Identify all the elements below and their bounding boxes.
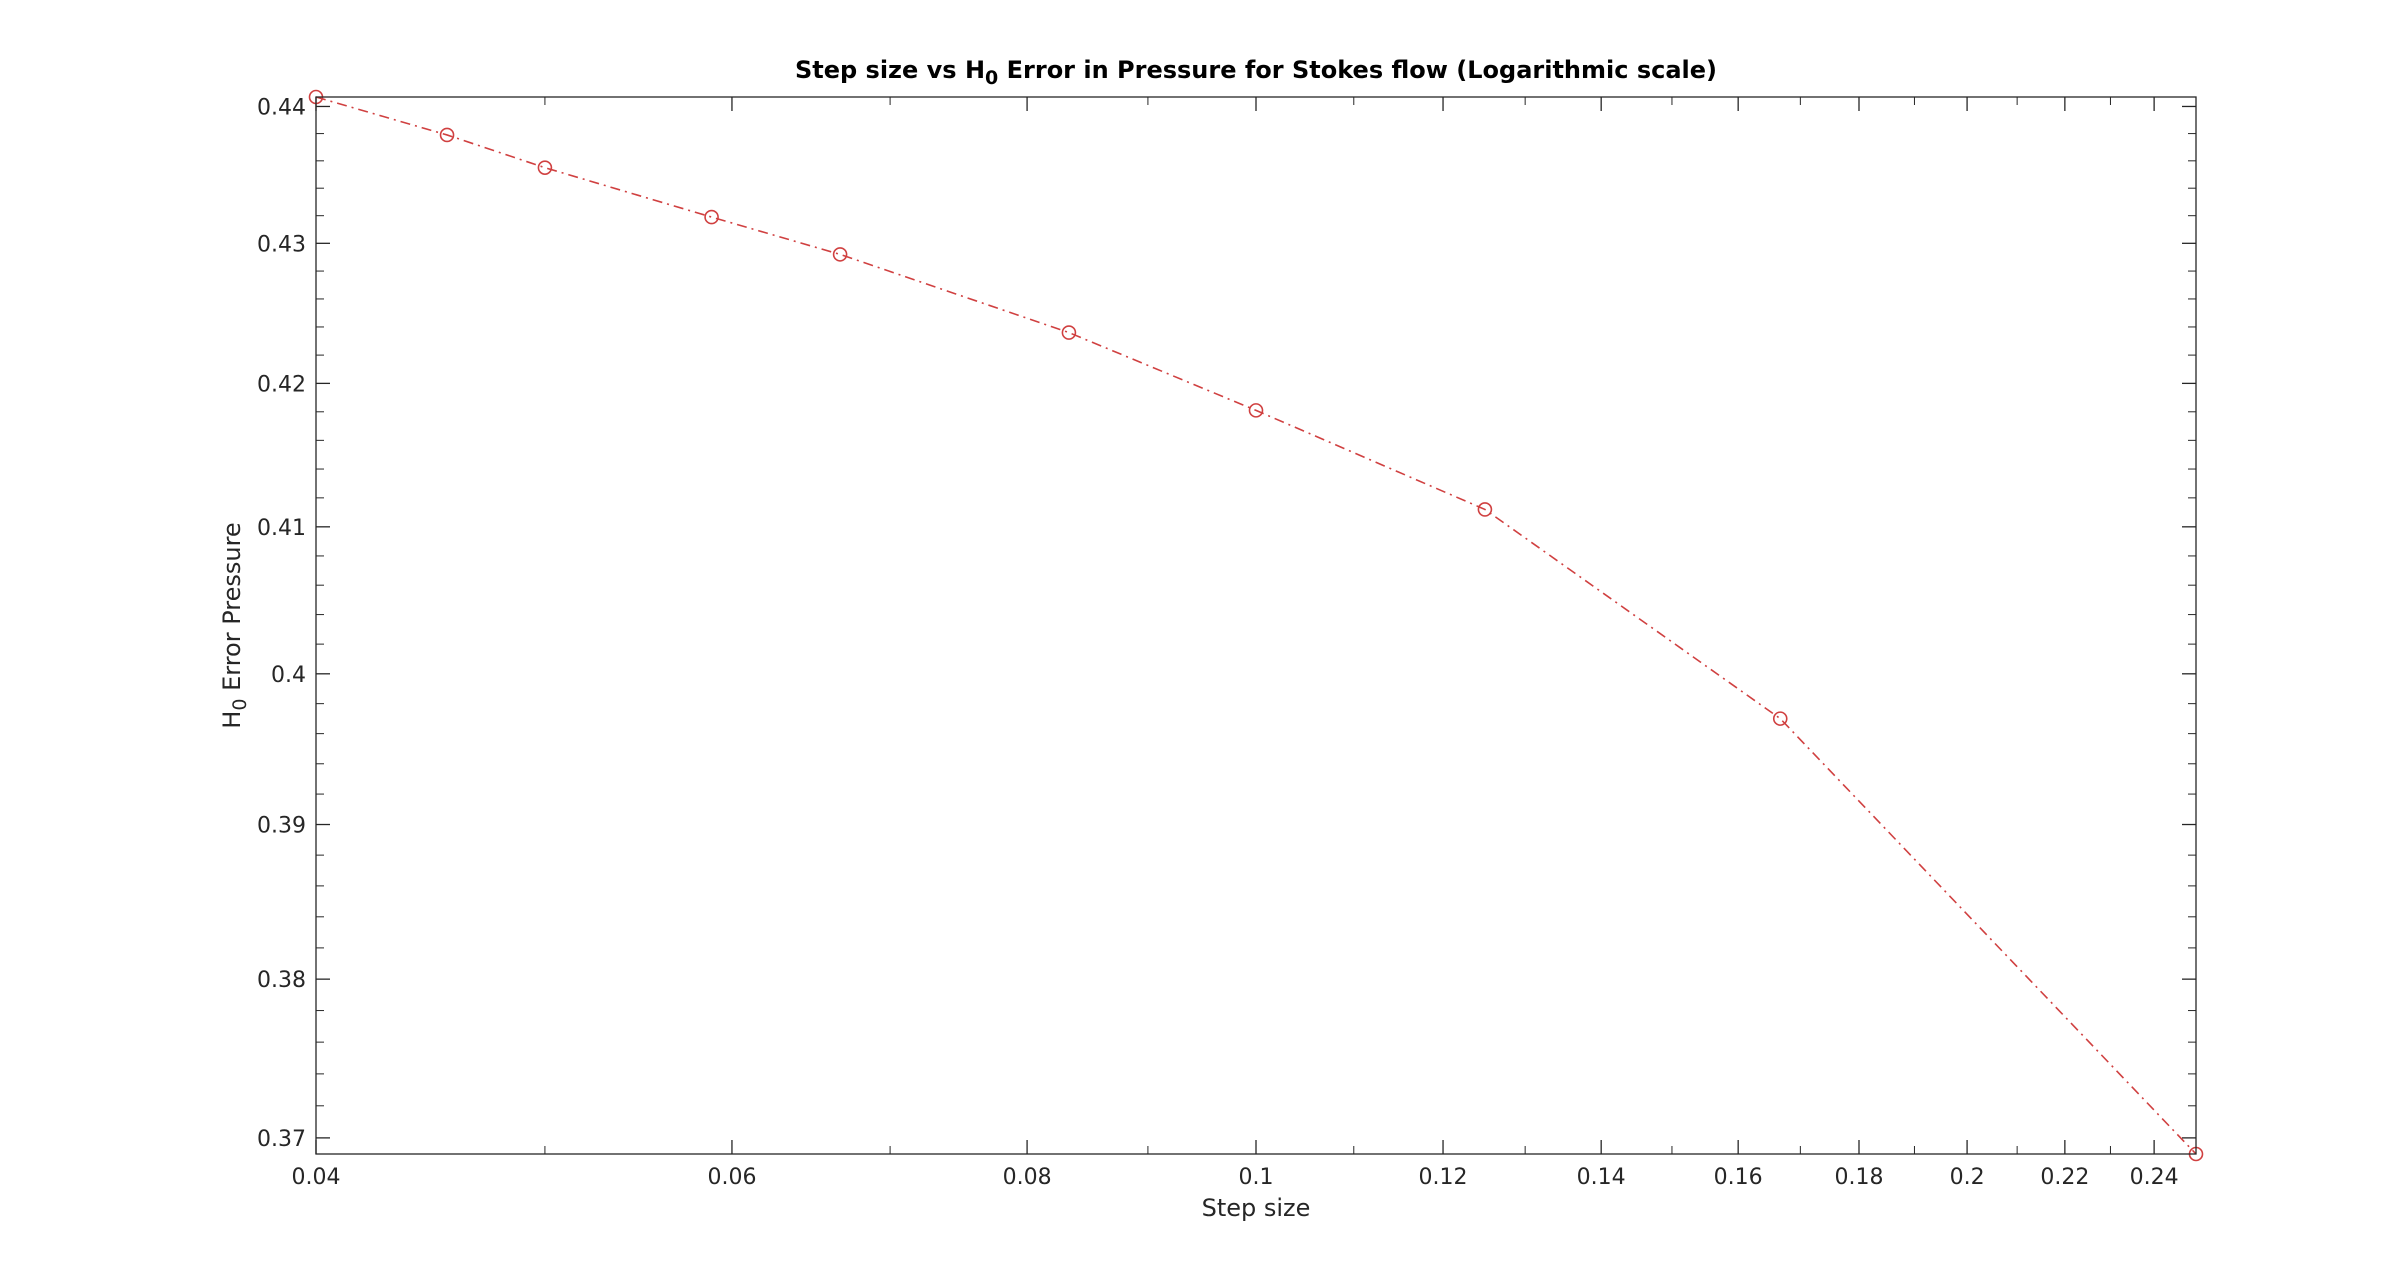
data-point [1061, 325, 1077, 340]
y-tick-label: 0.43 [257, 232, 306, 257]
x-tick-label: 0.22 [2040, 1165, 2089, 1190]
y-tick-label: 0.37 [257, 1127, 306, 1152]
y-axis-label-subscript: 0 [229, 699, 251, 711]
data-point [1477, 502, 1493, 517]
y-axis-ticks: 0.37 0.38 0.39 0.4 0.41 0.42 0.43 0.44 [257, 95, 2196, 1152]
plot-area: 0.04 0.06 0.08 0.1 0.12 0.14 0.16 0.18 0.2 0.22 0.… [257, 89, 2204, 1190]
chart-title-rest: Error in Pressure for Stokes flow (Logar… [998, 56, 1717, 84]
axes-box [315, 96, 2197, 1155]
data-point [439, 127, 455, 143]
x-tick-label: 0.06 [707, 1165, 756, 1190]
chart-title-subscript: 0 [985, 67, 998, 89]
chart-title: Step size vs H0 Error in Pressure for St… [795, 56, 1717, 89]
x-tick-label: 0.12 [1419, 1165, 1468, 1190]
y-tick-label: 0.42 [257, 372, 306, 397]
minor-ticks [316, 97, 2196, 1154]
x-tick-label: 0.16 [1714, 1165, 1763, 1190]
x-tick-label: 0.14 [1577, 1165, 1626, 1190]
data-point [1772, 711, 1788, 726]
x-tick-label: 0.1 [1239, 1165, 1274, 1190]
x-axis-ticks: 0.04 0.06 0.08 0.1 0.12 0.14 0.16 0.18 0.2 0.22 0.… [292, 97, 2179, 1190]
data-point [537, 160, 553, 175]
x-tick-label: 0.18 [1835, 1165, 1884, 1190]
series-line [315, 96, 2197, 1155]
y-tick-label: 0.44 [257, 95, 306, 120]
x-tick-label: 0.08 [1003, 1165, 1052, 1190]
x-tick-label: 0.24 [2130, 1165, 2179, 1190]
data-point [704, 209, 719, 225]
y-tick-label: 0.41 [257, 516, 306, 541]
y-axis-label-main: H [218, 711, 246, 729]
y-tick-label: 0.39 [257, 814, 306, 839]
data-point [832, 247, 848, 262]
x-axis-label: Step size [1202, 1194, 1311, 1222]
chart-title-main: Step size vs H [795, 56, 985, 84]
y-axis-label: H0 Error Pressure [218, 522, 251, 728]
x-tick-label: 0.04 [292, 1165, 341, 1190]
y-axis-label-rest: Error Pressure [218, 522, 246, 698]
data-point [1248, 403, 1264, 418]
x-tick-label: 0.2 [1950, 1165, 1985, 1190]
y-tick-label: 0.38 [257, 968, 306, 993]
y-tick-label: 0.4 [271, 663, 306, 688]
axes-background [316, 97, 2196, 1154]
